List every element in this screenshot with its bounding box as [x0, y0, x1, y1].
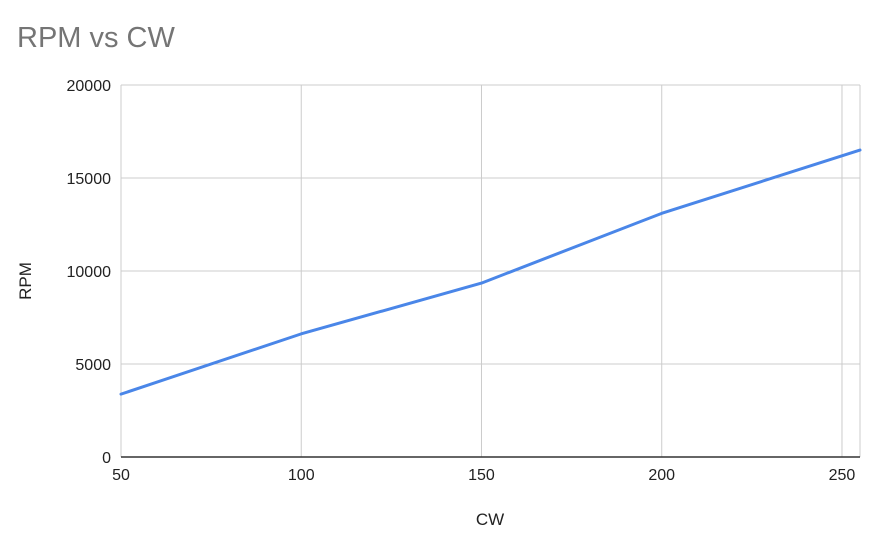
y-tick-label-20000: 20000 [67, 78, 112, 95]
x-tick-label-150: 150 [468, 467, 495, 484]
y-tick-label-10000: 10000 [67, 264, 112, 281]
chart-title: RPM vs CW [17, 22, 175, 54]
y-axis-label: RPM [16, 262, 35, 300]
x-tick-label-200: 200 [648, 467, 675, 484]
x-tick-label-100: 100 [288, 467, 315, 484]
series-layer [119, 148, 862, 396]
x-tick-label-250: 250 [829, 467, 856, 484]
x-axis-label: CW [476, 510, 504, 529]
series-line-0 [119, 148, 862, 396]
x-tick-label-50: 50 [112, 467, 130, 484]
y-tick-label-0: 0 [102, 450, 111, 467]
horizontal-gridlines [121, 84, 860, 365]
x-tick-labels: 50 100 150 200 250 [112, 467, 855, 484]
y-tick-label-15000: 15000 [67, 171, 112, 188]
y-tick-label-5000: 5000 [75, 357, 111, 374]
y-tick-labels: 0 5000 10000 15000 20000 [67, 78, 112, 467]
